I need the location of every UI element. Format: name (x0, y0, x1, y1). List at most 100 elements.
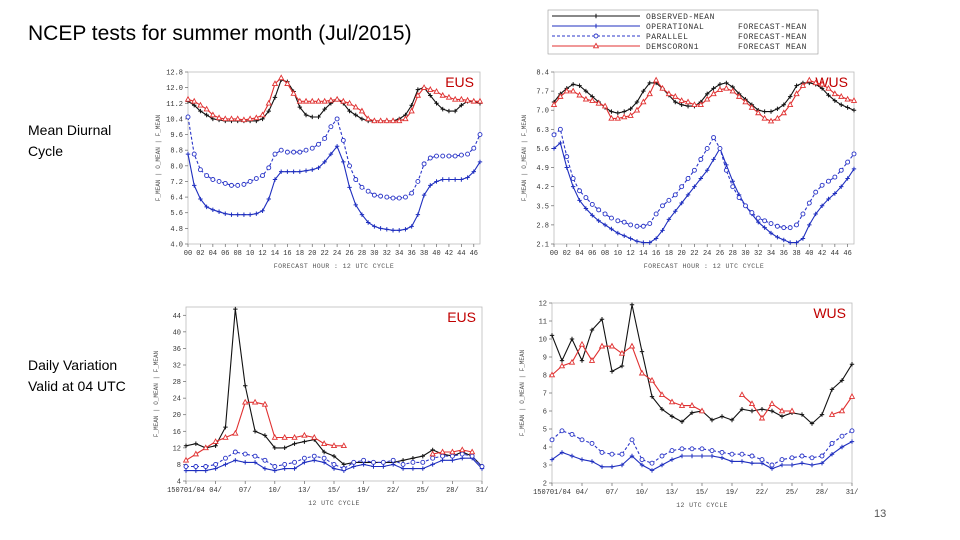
data-point (549, 437, 555, 443)
data-point (429, 450, 436, 457)
data-point (271, 80, 279, 86)
data-point (711, 157, 716, 162)
data-point (739, 407, 745, 412)
data-point (465, 151, 471, 157)
data-point (762, 225, 767, 230)
data-point (312, 458, 317, 463)
data-point (819, 86, 825, 91)
data-point (377, 117, 384, 124)
y-tick-label: 12 (173, 445, 181, 453)
y-tick-label: 5.6 (536, 146, 549, 154)
data-point (464, 96, 471, 103)
data-point (672, 192, 678, 198)
data-point (361, 457, 367, 463)
data-point (678, 97, 685, 103)
data-point (346, 99, 353, 106)
y-tick-label: 4.9 (536, 165, 549, 173)
data-point (640, 223, 646, 229)
y-tick-label: 7.7 (536, 89, 549, 97)
data-point (799, 461, 805, 466)
data-point (460, 456, 465, 461)
data-point (252, 460, 258, 465)
x-tick-label: 10 (246, 250, 254, 258)
data-point (209, 111, 217, 118)
data-point (193, 441, 199, 446)
data-point (328, 151, 334, 157)
data-point (409, 224, 414, 229)
data-point (576, 91, 583, 98)
data-point (247, 179, 253, 184)
data-point (408, 107, 415, 114)
data-point (570, 82, 576, 87)
legend-label-3: DEMSCORON1 (646, 43, 699, 52)
data-point (347, 108, 352, 114)
x-tick-label: 19/ (726, 489, 739, 497)
data-point (685, 192, 691, 198)
y-tick-label: 32 (173, 363, 181, 371)
y-axis-label: F_MEAN | O_MEAN | F_MEAN (519, 349, 526, 436)
data-point (602, 211, 608, 217)
data-point (598, 342, 606, 349)
data-point (204, 204, 209, 210)
data-point (596, 218, 601, 223)
data-point (825, 84, 832, 91)
data-point (459, 446, 466, 453)
data-point (569, 453, 575, 459)
data-point (579, 457, 585, 462)
data-point (639, 462, 645, 468)
data-point (303, 112, 309, 118)
data-point (331, 466, 337, 471)
data-point (589, 459, 595, 464)
x-tick-label: 31/ (846, 489, 859, 497)
data-point (736, 195, 742, 201)
row-label-diurnal-line2: Cycle (28, 143, 64, 159)
y-tick-label: 12.8 (166, 70, 183, 78)
data-point (321, 455, 327, 461)
x-tick-label: 42 (445, 250, 453, 258)
data-point (679, 184, 685, 190)
page-number: 13 (874, 508, 887, 520)
data-point (365, 188, 371, 194)
data-point (311, 433, 318, 440)
data-point (577, 198, 582, 203)
y-tick-label: 4 (543, 445, 547, 453)
data-point (743, 203, 748, 209)
data-point (428, 183, 433, 188)
data-point (204, 112, 209, 118)
data-point (588, 357, 596, 363)
data-point (550, 101, 558, 108)
series-3 (184, 74, 484, 124)
data-point (608, 342, 616, 349)
data-point (551, 132, 557, 138)
x-tick-label: 32 (754, 250, 762, 258)
data-point (579, 437, 585, 443)
chart-diurnal-wus: 2.1 2.8 3.5 4.2 4.9 5.6 6.3 7.0 7.7 8.4 00 02 04 06 08… (521, 70, 858, 270)
data-point (449, 453, 455, 459)
data-point (557, 93, 564, 99)
y-tick-label: 10 (539, 337, 547, 345)
x-tick-label: 10/ (636, 489, 649, 497)
data-point (341, 462, 347, 467)
data-point (459, 451, 465, 457)
x-tick-label: 19/ (357, 487, 370, 495)
data-point (282, 466, 287, 471)
data-point (272, 464, 278, 469)
data-point (719, 414, 725, 419)
data-point (390, 457, 396, 463)
data-point (739, 451, 745, 457)
data-point (762, 109, 767, 114)
data-point (756, 219, 761, 225)
data-point (818, 80, 826, 87)
x-tick-label: 40 (805, 250, 813, 258)
y-tick-label: 20 (173, 412, 181, 420)
data-point (589, 440, 595, 446)
data-point (689, 446, 695, 452)
data-point (191, 151, 197, 157)
data-point (302, 439, 307, 444)
data-point (719, 449, 725, 455)
data-point (261, 400, 269, 407)
y-tick-label: 2.1 (536, 242, 549, 250)
data-point (390, 195, 396, 201)
data-point (184, 95, 192, 102)
data-point (647, 240, 652, 245)
